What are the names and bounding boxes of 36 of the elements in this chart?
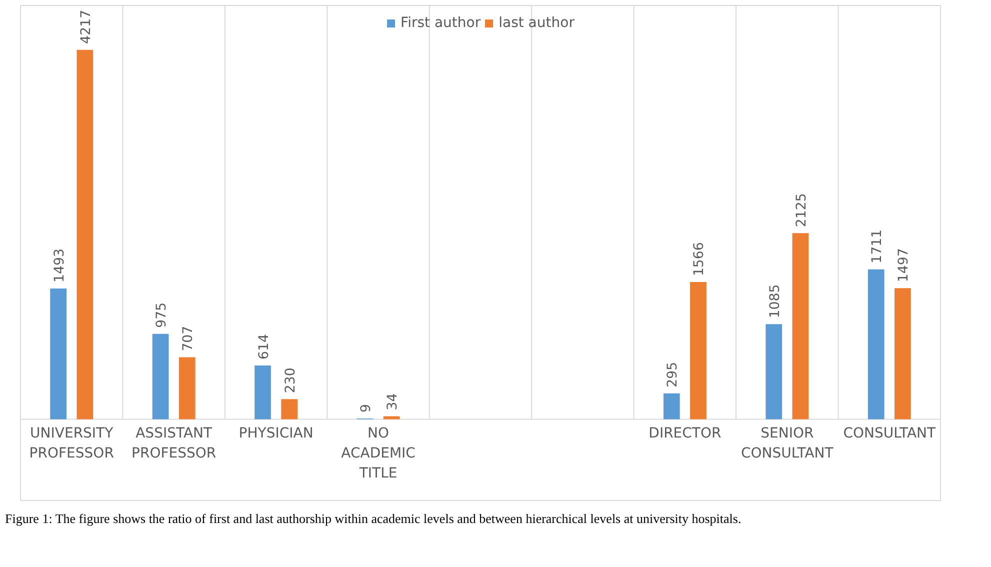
data-label: 614 — [256, 334, 272, 360]
legend-label: First author — [400, 15, 481, 31]
data-label: 4217 — [78, 10, 94, 44]
x-tick-label: CONSULTANT — [843, 426, 936, 442]
data-label: 2125 — [794, 193, 810, 228]
data-label: 975 — [154, 302, 170, 328]
data-label: 1566 — [692, 242, 708, 276]
bar — [50, 288, 66, 420]
bar — [281, 399, 298, 420]
data-label: 1085 — [768, 284, 783, 318]
data-label: 34 — [386, 393, 401, 410]
data-label: 230 — [283, 368, 298, 394]
x-tick-label: DIRECTOR — [648, 426, 722, 442]
x-tick-label: SENIOR CONSULTANT — [740, 426, 834, 462]
data-label: 1493 — [52, 248, 68, 282]
bar — [152, 334, 169, 420]
bar — [766, 324, 782, 420]
caption: Figure 1: The figure shows the ratio of first and last authorship within academic levels and between hierarchical levels at university hospitals. — [5, 510, 742, 528]
bar — [254, 365, 271, 420]
data-label: 1711 — [870, 229, 886, 264]
legend-label: last author — [498, 15, 574, 31]
data-label: 9 — [358, 404, 374, 412]
bar — [690, 282, 706, 420]
x-tick-label: ASSISTANT PROFESSOR — [132, 426, 216, 462]
x-tick-label: PHYSICIAN — [238, 426, 314, 442]
bar — [663, 393, 680, 420]
bar — [868, 269, 884, 420]
bar — [178, 357, 196, 420]
data-label: 707 — [181, 326, 196, 352]
x-tick-label: UNIVERSITY PROFESSOR — [29, 426, 114, 462]
bar — [894, 288, 911, 420]
bar — [76, 50, 94, 420]
bar — [792, 233, 809, 420]
data-label: 1497 — [896, 248, 912, 282]
x-tick-label: NO ACADEMIC TITLE — [341, 426, 416, 482]
data-label: 295 — [666, 362, 681, 388]
